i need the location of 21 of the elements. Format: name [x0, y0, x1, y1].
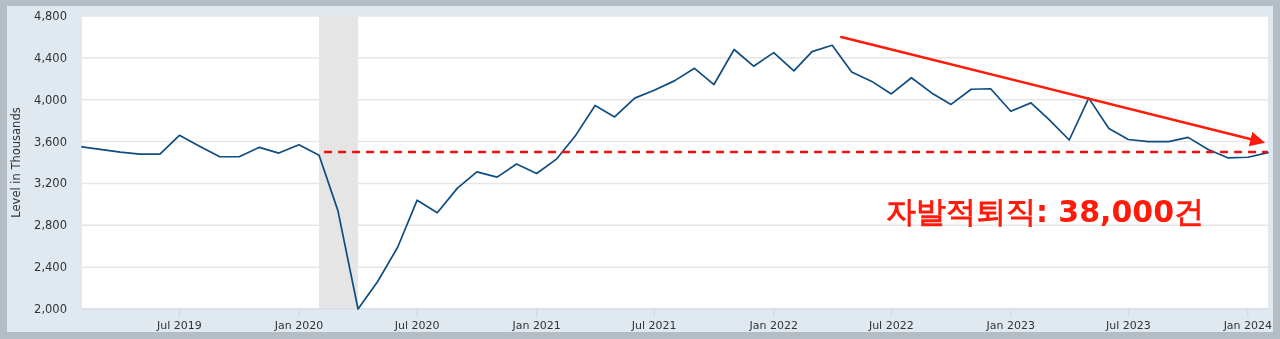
y-tick-label: 4,000	[34, 92, 67, 107]
y-tick-label: 2,400	[34, 260, 67, 275]
x-tick-label: Jan 2022	[748, 319, 798, 332]
y-tick-label: 4,800	[34, 9, 67, 23]
y-tick-label: 3,600	[34, 134, 67, 149]
annotation: 자발적퇴직: 38,000건	[885, 194, 1205, 229]
y-tick-label: 3,200	[34, 176, 67, 191]
x-tick-label: Jul 2020	[393, 319, 440, 332]
x-tick-label: Jul 2022	[867, 319, 914, 332]
y-tick-label: 2,000	[34, 302, 67, 316]
x-tick-label: Jan 2020	[273, 319, 324, 332]
x-tick-label: Jan 2024	[1222, 319, 1273, 332]
x-tick-label: Jul 2021	[630, 319, 677, 332]
line-series	[81, 44, 1269, 310]
x-tick-label: Jul 2023	[1104, 319, 1151, 332]
x-tick-label: Jan 2021	[511, 319, 561, 332]
x-tick-label: Jul 2019	[156, 319, 202, 332]
y-tick-label: 2,800	[34, 218, 67, 233]
y-axis-title: Level in Thousands	[9, 107, 23, 218]
y-tick-label: 4,400	[34, 50, 67, 65]
x-tick-label: Jan 2023	[985, 319, 1036, 332]
